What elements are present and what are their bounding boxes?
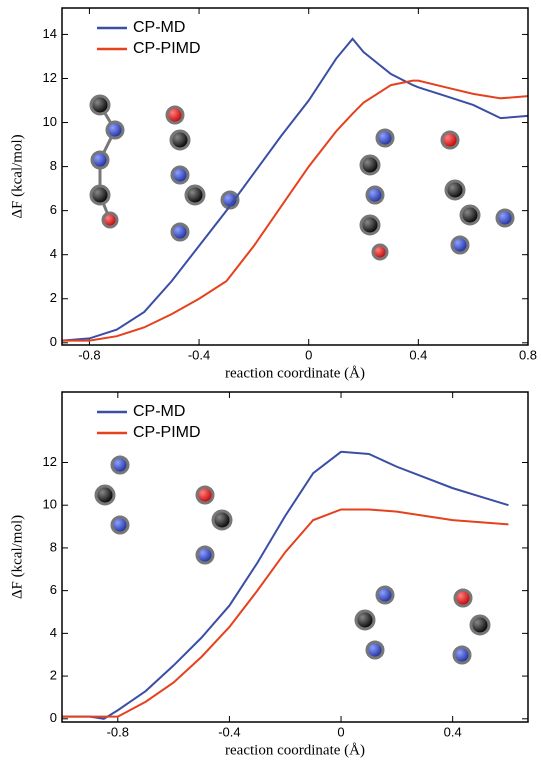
x-tick-label: -0.4 <box>188 347 210 362</box>
y-tick-label: 10 <box>43 114 57 129</box>
x-tick-label: 0.4 <box>409 347 427 362</box>
x-axis-label: reaction coordinate (Å) <box>225 742 365 758</box>
x-tick-label: -0.4 <box>218 724 240 739</box>
data-line <box>62 452 508 719</box>
x-tick-label: -0.8 <box>78 347 100 362</box>
figure: 0 2 4 6 8 10 12 14 -0.8 -0.4 0 0.4 0.8 reaction coord… <box>0 0 541 766</box>
x-tick-label: 0.4 <box>444 724 462 739</box>
y-tick-label: 10 <box>43 497 57 512</box>
data-line <box>62 509 508 716</box>
x-tick-label: 0 <box>337 724 344 739</box>
y-tick-label: 6 <box>50 202 57 217</box>
y-axis-label: ΔF (kcal/mol) <box>9 134 25 218</box>
y-tick-label: 2 <box>50 290 57 305</box>
y-axis-label: ΔF (kcal/mol) <box>9 515 25 599</box>
x-tick-label: -0.8 <box>107 724 129 739</box>
y-tick-label: 4 <box>50 246 57 261</box>
y-tick-label: 2 <box>50 668 57 683</box>
legend-label: CP-PIMD <box>133 424 201 441</box>
y-tick-label: 12 <box>43 70 57 85</box>
y-tick-label: 0 <box>50 710 57 725</box>
y-tick-label: 14 <box>43 26 57 41</box>
legend-label: CP-MD <box>133 403 185 420</box>
legend-label: CP-MD <box>133 19 185 36</box>
y-tick-label: 4 <box>50 625 57 640</box>
legend-label: CP-PIMD <box>133 40 201 57</box>
plot-frame <box>62 392 528 722</box>
y-tick-label: 0 <box>50 334 57 349</box>
y-tick-label: 8 <box>50 539 57 554</box>
y-tick-label: 12 <box>43 454 57 469</box>
y-tick-label: 6 <box>50 582 57 597</box>
x-axis-label: reaction coordinate (Å) <box>225 365 365 381</box>
x-tick-label: 0.8 <box>519 347 537 362</box>
x-tick-label: 0 <box>305 347 312 362</box>
y-tick-label: 8 <box>50 158 57 173</box>
plot-frame <box>62 8 528 345</box>
chart-panel: 0 2 4 6 8 10 12 -0.8 -0.4 0 0.4 reaction coordinate… <box>9 392 528 758</box>
